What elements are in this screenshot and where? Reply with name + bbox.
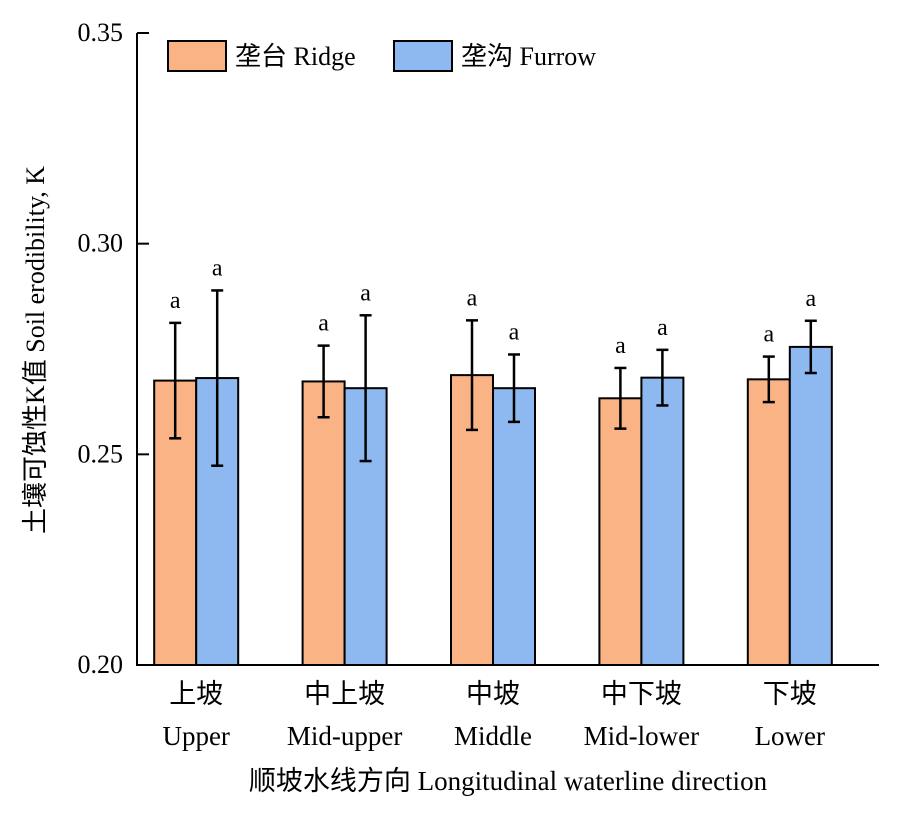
significance-letter: a xyxy=(763,322,774,348)
y-tick-label: 0.35 xyxy=(78,18,124,47)
significance-letter: a xyxy=(467,285,478,311)
significance-letter: a xyxy=(509,319,520,345)
significance-letter: a xyxy=(318,311,329,337)
y-axis-title: 土壤可蚀性K值 Soil erodibility, K xyxy=(21,166,50,534)
legend-swatch-ridge xyxy=(167,40,227,72)
x-tick-label-cn: 中坡 xyxy=(466,679,520,709)
bar-furrow-2 xyxy=(492,387,536,666)
bar-furrow-4 xyxy=(788,345,833,666)
significance-letter: a xyxy=(212,255,223,281)
bar-furrow-3 xyxy=(640,376,685,666)
bar-ridge-4 xyxy=(746,378,791,666)
x-tick-label-cn: 下坡 xyxy=(763,679,817,709)
errorbars-layer xyxy=(169,289,817,467)
x-tick-label-cn: 中上坡 xyxy=(304,679,385,709)
x-tick-label-en: Mid-lower xyxy=(584,721,699,751)
significance-letter: a xyxy=(360,280,371,306)
legend-swatch-furrow xyxy=(393,40,453,72)
x-tick-label-en: Upper xyxy=(162,721,229,751)
x-tick-label-en: Mid-upper xyxy=(287,721,402,751)
significance-letter: a xyxy=(805,286,816,312)
y-tick-label: 0.30 xyxy=(78,229,124,258)
legend-label-ridge: 垄台 Ridge xyxy=(235,42,356,71)
bars-layer xyxy=(153,345,833,666)
significance-labels: a a a a a a a a a a xyxy=(170,255,817,359)
significance-letter: a xyxy=(657,315,668,341)
significance-letter: a xyxy=(170,288,181,314)
bar-ridge-1 xyxy=(301,380,346,666)
legend: 垄台 Ridge 垄沟 Furrow xyxy=(167,40,596,72)
x-tick-labels: 上坡 Upper 中上坡 Mid-upper 中坡 Middle 中下坡 Mid-lower 下… xyxy=(162,679,825,751)
x-tick-label-en: Lower xyxy=(755,721,825,751)
y-tick-label: 0.25 xyxy=(78,439,124,468)
x-tick-label-en: Middle xyxy=(454,721,532,751)
significance-letter: a xyxy=(615,333,626,359)
x-tick-label-cn: 上坡 xyxy=(169,679,223,709)
x-tick-label-cn: 中下坡 xyxy=(601,679,682,709)
bar-ridge-3 xyxy=(598,397,643,666)
y-tick-label: 0.20 xyxy=(78,650,124,679)
y-ticks: 0.20 0.25 0.30 0.35 xyxy=(78,18,149,679)
legend-label-furrow: 垄沟 Furrow xyxy=(461,42,596,71)
x-axis-title: 顺坡水线方向 Longitudinal waterline direction xyxy=(249,766,768,796)
